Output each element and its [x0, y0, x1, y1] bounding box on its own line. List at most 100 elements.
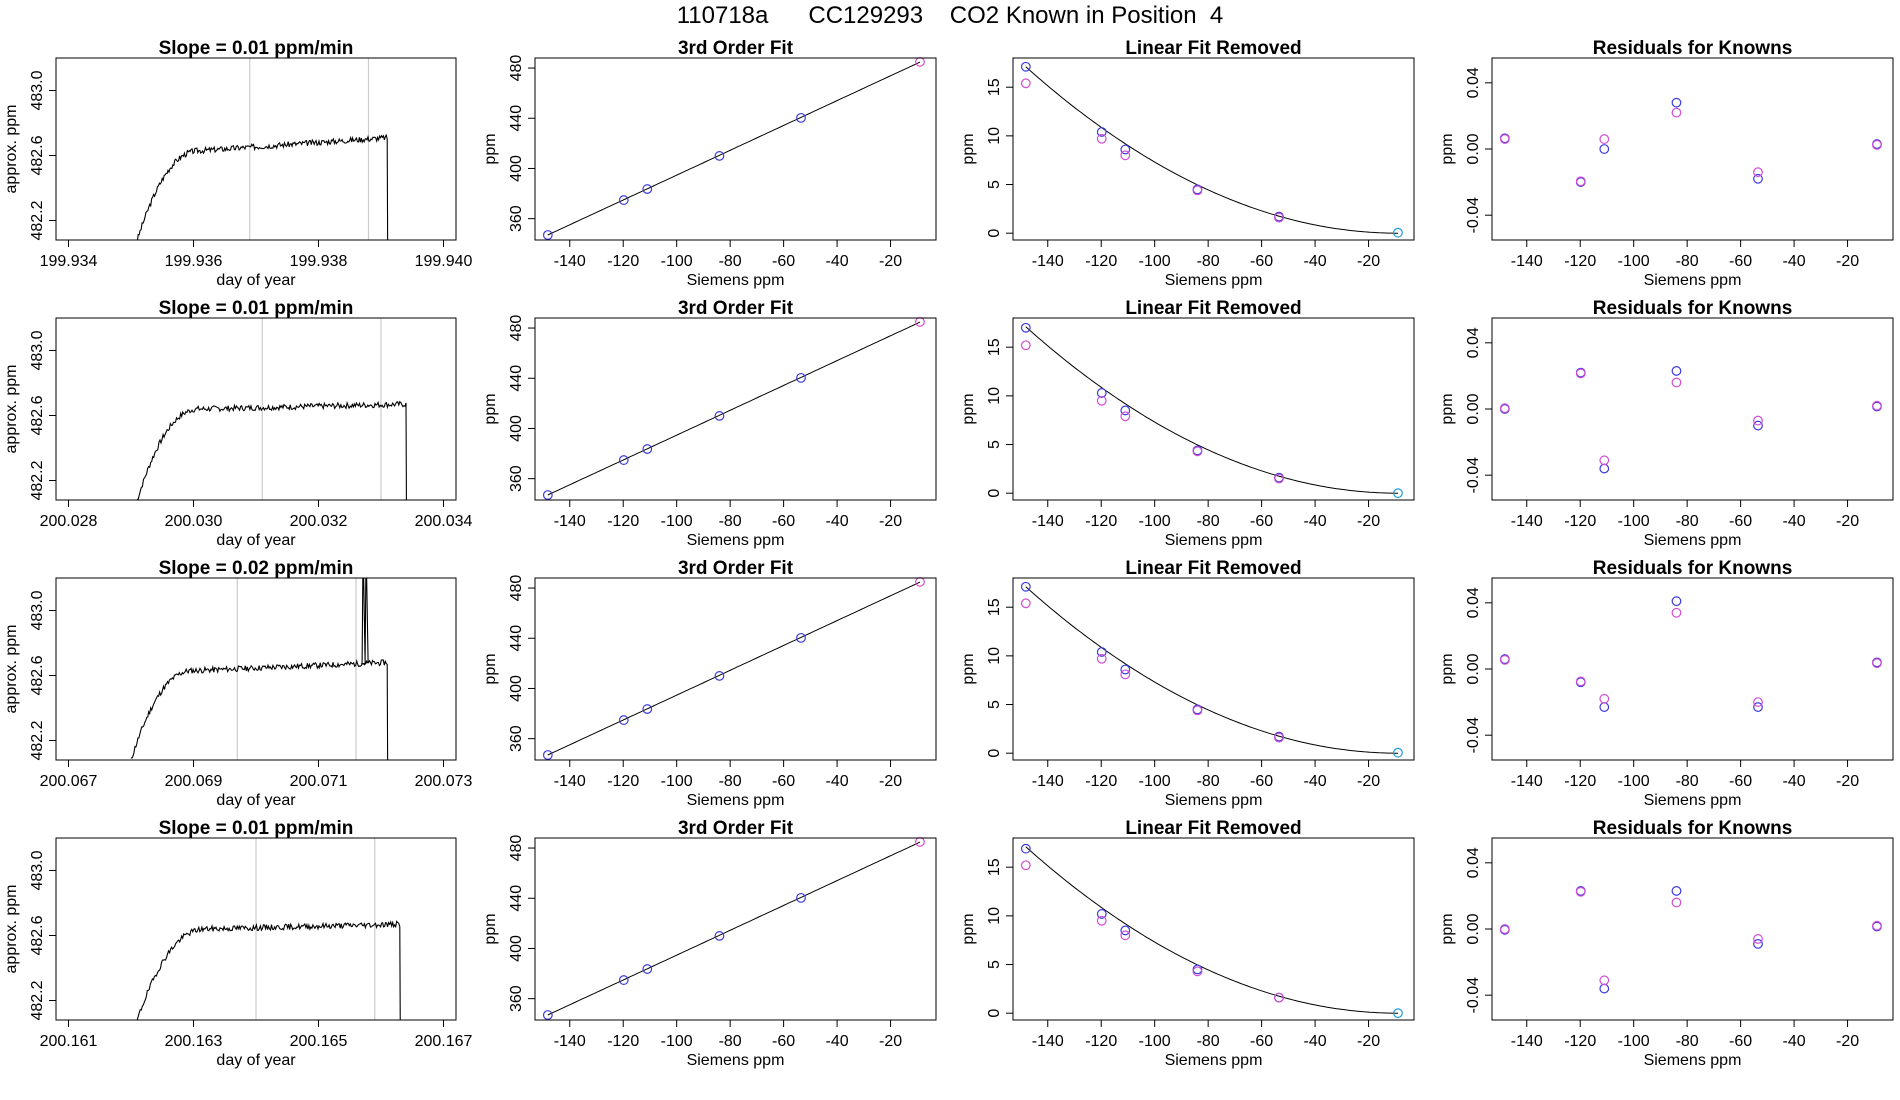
data-point [1671, 377, 1682, 388]
y-tick-label: 440 [508, 625, 525, 652]
data-point [915, 576, 925, 587]
data-point [1575, 368, 1586, 379]
panel-title: Linear Fit Removed [1125, 298, 1301, 319]
y-tick-label: 483.0 [29, 590, 46, 630]
x-tick-label: -40 [1304, 1033, 1327, 1050]
x-axis-label: Siemens ppm [687, 1052, 785, 1069]
panel-r1-c0: Slope = 0.01 ppm/min 200.028 200.030 200.03… [3, 298, 473, 549]
x-tick-label: -20 [1836, 513, 1859, 530]
data-point [1499, 924, 1510, 934]
data-point [1020, 843, 1031, 854]
plot-frame [55, 837, 457, 1021]
panel-r0-c0: Slope = 0.01 ppm/min 199.934 199.936 199.93… [3, 38, 473, 289]
data-point [1599, 975, 1610, 986]
panel-title: Residuals for Knowns [1593, 558, 1793, 579]
panel-r2-c1: 3rd Order Fit -140 -120 -100 -80 -60 -40 -20 Sie… [482, 558, 937, 809]
data-point [1753, 702, 1763, 712]
data-point [1192, 446, 1203, 457]
x-tick-label: -100 [1139, 1033, 1171, 1050]
x-tick-label: -40 [1304, 513, 1327, 530]
y-tick-label: 483.0 [29, 850, 46, 890]
plot-area [1025, 326, 1398, 494]
y-axis-label: ppm [960, 653, 977, 684]
plot-frame [1012, 57, 1415, 241]
y-tick-label: 5 [986, 180, 1003, 189]
panel-title: Linear Fit Removed [1125, 818, 1301, 839]
y-tick-label: 5 [986, 960, 1003, 969]
y-tick-label: 5 [986, 700, 1003, 709]
data-point [1753, 415, 1763, 426]
x-tick-label: -100 [1618, 253, 1650, 270]
x-tick-label: -80 [1197, 773, 1220, 790]
data-point [915, 56, 925, 67]
panel-title: Residuals for Knowns [1593, 38, 1793, 59]
x-tick-label: 199.938 [290, 253, 348, 270]
x-tick-label: -60 [1729, 253, 1752, 270]
panel-r2-c0: Slope = 0.02 ppm/min 200.067 200.069 200.07… [3, 558, 473, 809]
x-axis-label: Siemens ppm [1644, 532, 1742, 549]
x-tick-label: 200.067 [40, 773, 98, 790]
data-point [642, 444, 653, 454]
plot-frame [1491, 57, 1894, 241]
data-point [1096, 388, 1107, 398]
data-point [1192, 966, 1203, 977]
data-point [1192, 705, 1203, 716]
panel-title: 3rd Order Fit [678, 298, 794, 319]
x-tick-label: -80 [1676, 773, 1699, 790]
x-tick-label: -120 [1085, 773, 1117, 790]
data-point [618, 715, 629, 725]
panel-title: Slope = 0.02 ppm/min [159, 558, 354, 579]
x-tick-label: 199.940 [415, 253, 473, 270]
x-tick-label: -120 [1085, 513, 1117, 530]
data-point [796, 892, 806, 903]
x-tick-label: -120 [1564, 773, 1596, 790]
y-tick-label: 0.04 [1465, 587, 1482, 618]
x-tick-label: -120 [607, 1033, 639, 1050]
x-tick-label: -20 [1836, 253, 1859, 270]
data-point [1096, 647, 1107, 657]
data-point [1753, 167, 1763, 178]
x-axis-label: Siemens ppm [687, 532, 785, 549]
y-tick-label: 360 [508, 465, 525, 492]
plot-frame [1012, 837, 1415, 1021]
y-tick-label: 0.00 [1465, 393, 1482, 424]
data-point [1393, 488, 1403, 499]
plot-area [136, 838, 401, 1020]
plot-frame [534, 577, 937, 761]
x-axis-label: Siemens ppm [1165, 272, 1263, 289]
panel-r0-c2: Linear Fit Removed -140 -120 -100 -80 -60 -40 -… [960, 38, 1415, 289]
y-tick-label: 15 [986, 858, 1003, 876]
x-axis-label: Siemens ppm [1644, 792, 1742, 809]
data-point [1499, 134, 1510, 144]
y-tick-label: 440 [508, 365, 525, 392]
y-tick-label: 0.00 [1465, 653, 1482, 684]
data-point [1274, 732, 1284, 743]
plot-frame [55, 577, 457, 761]
x-tick-label: 200.167 [415, 1033, 473, 1050]
x-tick-label: -80 [1676, 253, 1699, 270]
data-point [714, 411, 725, 421]
y-axis-label: approx. ppm [3, 625, 20, 714]
data-point [1120, 150, 1131, 161]
panel-title: 3rd Order Fit [678, 818, 794, 839]
data-point [1872, 139, 1882, 150]
data-point [1499, 403, 1510, 414]
x-tick-label: -60 [1729, 773, 1752, 790]
data-point [1671, 97, 1682, 108]
y-tick-label: 360 [508, 985, 525, 1012]
data-point [1872, 658, 1882, 669]
data-point [1096, 653, 1107, 664]
x-tick-label: -140 [554, 253, 586, 270]
x-tick-label: -80 [1676, 513, 1699, 530]
data-point [1575, 176, 1586, 187]
y-tick-label: 0.04 [1465, 847, 1482, 878]
x-tick-label: -40 [826, 1033, 849, 1050]
x-tick-label: -40 [826, 253, 849, 270]
data-point [1599, 693, 1610, 704]
x-tick-label: -140 [1511, 1033, 1543, 1050]
x-tick-label: -120 [607, 773, 639, 790]
data-point [1599, 455, 1610, 466]
plot-frame [534, 57, 937, 241]
data-point [1120, 930, 1131, 941]
data-point [1599, 463, 1610, 474]
